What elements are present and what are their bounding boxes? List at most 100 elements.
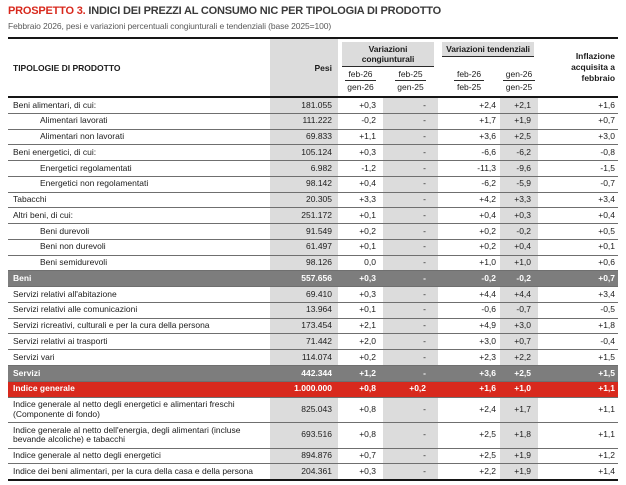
subcol-tend1-num: feb-26 [438,67,500,81]
subcol-tend2-num: gen-26 [500,67,538,81]
cell-congiunturale-corrente: +0,1 [338,238,383,256]
cell-tendenziale-corrente: +2,5 [438,447,501,464]
col-header-product: TIPOLOGIE DI PRODOTTO [13,62,121,73]
cell-tendenziale-corrente: +3,0 [438,333,501,350]
cell-tendenziale-precedente: +4,4 [500,286,539,303]
cell-congiunturale-corrente: +0,7 [338,447,383,464]
cell-congiunturale-precedente: - [383,160,439,177]
cell-inflazione-acquisita: +3,4 [538,286,619,303]
table-row: Beni durevoli 91.549 +0,2- +0,2 -0,2 +0,5 [8,223,619,240]
group-header-congiunturali-label: Variazioni congiunturali [342,42,435,67]
cell-pesi: 13.964 [270,301,338,319]
cell-congiunturale-corrente: +0,3 [338,286,383,303]
cell-tendenziale-precedente: +1,9 [500,112,539,130]
cell-tendenziale-corrente: +1,6 [438,380,501,398]
cell-tendenziale-corrente: +0,2 [438,223,501,240]
cell-tendenziale-precedente: +1,9 [500,447,539,464]
cell-tendenziale-precedente: +1,0 [500,380,539,398]
row-label: Altri beni, di cui: [8,207,270,224]
cell-congiunturale-precedente: - [383,349,439,366]
cell-congiunturale-precedente: - [383,396,439,423]
cell-congiunturale-corrente: +2,1 [338,317,383,334]
cell-tendenziale-corrente: +0,4 [438,207,501,224]
table-row: Servizi vari 114.074 +0,2- +2,3 +2,2 +1,5 [8,349,619,366]
table-row: Energetici non regolamentati 98.142 +0,4- -… [8,175,619,193]
row-label: Beni non durevoli [8,238,270,256]
cell-congiunturale-precedente: +0,2 [383,380,439,398]
cell-pesi: 6.982 [270,160,338,177]
cell-tendenziale-corrente: +2,2 [438,463,501,481]
row-label: Beni alimentari, di cui: [13,99,97,110]
cell-tendenziale-precedente: +1,8 [500,422,539,449]
cell-inflazione-acquisita: -0,7 [538,175,619,193]
cell-pesi: 20.305 [270,191,338,208]
table-row: Tabacchi 20.305 +3,3- +4,2 +3,3 +3,4 [8,191,619,208]
table-row: Indice generale al netto dell'energia, d… [8,422,619,449]
cell-inflazione-acquisita: -0,4 [538,333,619,350]
cell-tendenziale-corrente: +3,6 [438,128,501,145]
cell-congiunturale-precedente: - [383,191,439,208]
cell-inflazione-acquisita: -1,5 [538,160,619,177]
cell-tendenziale-corrente: -11,3 [438,160,501,177]
cell-inflazione-acquisita: +1,1 [538,396,619,423]
cell-tendenziale-precedente: +3,0 [500,317,539,334]
cell-congiunturale-corrente: +3,3 [338,191,383,208]
table-row: Beni semidurevoli 98.126 0,0- +1,0 +1,0 +0,6 [8,254,619,271]
cell-pesi: 105.124 [270,144,338,161]
cell-inflazione-acquisita: +0,5 [538,223,619,240]
cell-pesi: 442.344 [270,365,338,382]
inflazione-line-1: Inflazione [575,50,616,61]
cell-tendenziale-precedente: +1,0 [500,254,539,271]
cell-congiunturale-corrente: -0,2 [338,112,383,130]
cell-tendenziale-corrente: +4,2 [438,191,501,208]
cell-inflazione-acquisita: +3,4 [538,191,619,208]
cell-pesi: 557.656 [270,270,338,287]
cell-tendenziale-precedente: +0,3 [500,207,539,224]
row-label: Energetici non regolamentati [8,175,270,193]
row-label: Beni [8,270,270,287]
cell-inflazione-acquisita: +1,4 [538,463,619,481]
cell-inflazione-acquisita: +1,1 [538,380,619,398]
page-title: PROSPETTO 3. INDICI DEI PREZZI AL CONSUM… [8,5,618,17]
table-row: Alimentari lavorati 111.222 -0,2- +1,7 +1,9 +… [8,112,619,130]
cell-inflazione-acquisita: -0,5 [538,301,619,319]
cell-congiunturale-precedente: - [383,301,439,319]
cell-pesi: 69.833 [270,128,338,145]
title-prefix: PROSPETTO 3. [8,5,86,17]
cell-inflazione-acquisita: +0,1 [538,238,619,256]
cell-congiunturale-precedente: - [383,447,439,464]
cell-pesi: 894.876 [270,447,338,464]
table-row: Energetici regolamentati 6.982 -1,2- -11,3-… [8,160,619,177]
cell-congiunturale-corrente: +1,2 [338,365,383,382]
cell-tendenziale-corrente: +0,2 [438,238,501,256]
cell-congiunturale-precedente: - [383,97,439,114]
cell-tendenziale-corrente: +2,3 [438,349,501,366]
cell-congiunturale-corrente: +0,1 [338,301,383,319]
cell-tendenziale-corrente: +2,4 [479,99,497,110]
row-label: Servizi ricreativi, culturali e per la c… [8,317,270,334]
cell-pesi: 251.172 [270,207,338,224]
cell-congiunturale-corrente: +0,3 [338,144,383,161]
cell-pesi: 98.142 [270,175,338,193]
cell-tendenziale-precedente: +2,1 [500,97,539,114]
row-label: Servizi relativi ai trasporti [8,333,270,350]
cell-tendenziale-corrente: +2,5 [438,422,501,449]
cell-congiunturale-precedente: - [383,422,439,449]
cell-tendenziale-precedente: -5,9 [500,175,539,193]
table-row: Servizi relativi alle comunicazioni 13.96… [8,301,619,319]
cell-congiunturale-precedente: - [383,463,439,481]
row-label: Servizi relativi alle comunicazioni [8,301,270,319]
cell-congiunturale-precedente: - [383,270,439,287]
cell-pesi: 181.055 [270,97,338,114]
row-label: Energetici regolamentati [8,160,270,177]
cell-congiunturale-precedente: - [383,286,439,303]
subcol-cong2-den: gen-25 [397,82,424,92]
row-label: Alimentari non lavorati [8,128,270,145]
cell-inflazione-acquisita: +1,2 [538,447,619,464]
row-label: Indice generale al netto dell'energia, d… [8,422,270,449]
row-label: Indice generale [8,380,270,398]
cell-congiunturale-precedente: - [383,317,439,334]
cell-pesi: 98.126 [270,254,338,271]
row-label: Beni durevoli [8,223,270,240]
row-label: Beni semidurevoli [8,254,270,271]
